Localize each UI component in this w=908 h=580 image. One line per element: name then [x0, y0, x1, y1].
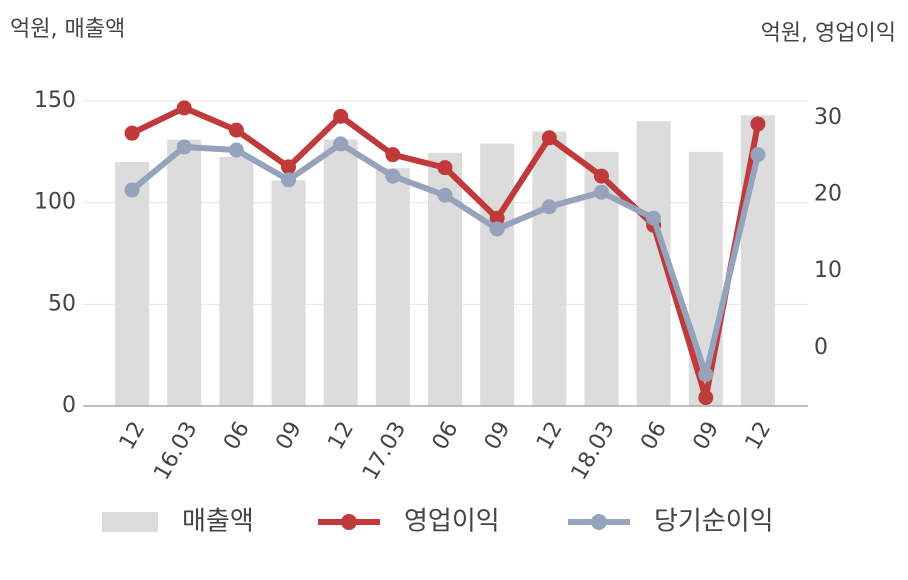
x-tick-label: 12 — [741, 418, 777, 455]
y2-tick-label: 10 — [814, 258, 842, 283]
bar — [375, 168, 410, 406]
x-tick-label: 06 — [219, 418, 255, 455]
marker — [176, 139, 192, 155]
marker — [698, 367, 714, 383]
y2-tick-label: 0 — [814, 335, 828, 360]
marker — [385, 147, 401, 163]
bar — [115, 162, 150, 406]
marker — [281, 159, 297, 175]
y-tick-label: 100 — [34, 190, 76, 215]
marker — [489, 210, 505, 226]
y-axis-title: 억원, 매출액 — [10, 17, 125, 42]
x-tick-label: 18.03 — [567, 418, 620, 485]
y-tick-label: 0 — [62, 393, 76, 418]
y2-tick-label: 20 — [814, 181, 842, 206]
legend-swatch — [102, 512, 158, 532]
x-tick-label: 06 — [636, 418, 672, 455]
x-tick-label: 17.03 — [358, 418, 411, 485]
legend-label: 매출액 — [182, 507, 254, 537]
y2-axis-title: 억원, 영업이익 — [761, 21, 896, 46]
marker — [437, 187, 453, 203]
y-tick-label: 150 — [34, 88, 76, 113]
marker — [541, 199, 557, 215]
legend-label: 영업이익 — [404, 507, 500, 537]
marker — [698, 390, 714, 406]
x-tick-label: 09 — [689, 418, 725, 455]
y-tick-label: 50 — [48, 291, 76, 316]
bar — [480, 143, 515, 406]
marker — [489, 221, 505, 237]
marker — [228, 122, 244, 138]
marker — [124, 182, 140, 198]
marker — [176, 100, 192, 116]
x-tick-label: 12 — [323, 418, 359, 455]
legend-swatch — [341, 514, 357, 530]
marker — [593, 168, 609, 184]
bar — [271, 180, 306, 406]
marker — [385, 168, 401, 184]
marker — [333, 108, 349, 124]
x-tick-label: 12 — [532, 418, 568, 455]
bar — [219, 156, 254, 406]
legend-swatch — [591, 514, 607, 530]
marker — [750, 147, 766, 163]
marker — [281, 172, 297, 188]
legend-label: 당기순이익 — [654, 507, 774, 537]
x-tick-label: 16.03 — [149, 418, 202, 485]
x-tick-label: 06 — [428, 418, 464, 455]
marker — [437, 160, 453, 176]
marker — [541, 130, 557, 146]
marker — [228, 142, 244, 158]
x-tick-label: 09 — [480, 418, 516, 455]
y2-tick-label: 30 — [814, 105, 842, 130]
marker — [593, 184, 609, 200]
marker — [750, 116, 766, 132]
marker — [646, 210, 662, 226]
bar — [532, 131, 567, 406]
marker — [124, 125, 140, 141]
x-tick-label: 09 — [271, 418, 307, 455]
marker — [333, 136, 349, 152]
x-tick-label: 12 — [115, 418, 151, 455]
bar — [167, 139, 202, 406]
bar — [323, 139, 358, 406]
